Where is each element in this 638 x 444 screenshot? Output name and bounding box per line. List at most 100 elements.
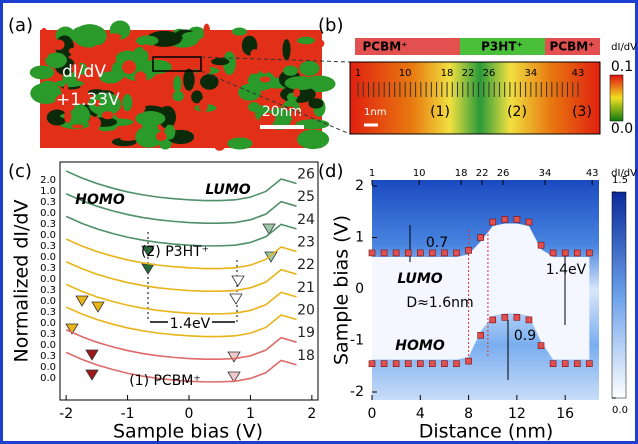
y-tick-label: 0.0 — [40, 208, 56, 219]
texture — [54, 79, 84, 88]
texture — [284, 76, 317, 91]
texture — [63, 109, 72, 123]
point — [549, 249, 557, 257]
colorbar-tick-label: 0.0 — [612, 405, 628, 416]
y-tick-label: 0.0 — [40, 362, 56, 373]
segment — [545, 38, 600, 55]
point — [586, 249, 593, 257]
point — [368, 249, 376, 257]
texture — [68, 47, 78, 55]
segment-label: P3HT⁺ — [481, 40, 523, 54]
x-tick-label: 8 — [464, 406, 473, 422]
texture — [52, 39, 65, 51]
region-label: (1) — [430, 104, 450, 120]
texture — [200, 74, 219, 90]
texture — [251, 68, 260, 75]
y-tick-label: 0.0 — [40, 296, 56, 307]
markers — [65, 223, 278, 383]
texture — [135, 35, 159, 46]
texture — [223, 51, 236, 76]
series-label: 26 — [297, 167, 315, 183]
point — [416, 249, 424, 257]
series-label: 20 — [297, 303, 315, 319]
texture — [135, 126, 163, 148]
texture — [227, 137, 253, 150]
segment-label: PCBM⁺ — [362, 40, 407, 54]
index-label: 26 — [483, 68, 496, 79]
point — [561, 249, 569, 257]
texture — [293, 88, 301, 98]
texture — [299, 60, 320, 76]
texture — [198, 99, 208, 113]
panel-label: (a) — [8, 15, 33, 36]
texture — [41, 44, 49, 59]
y-tick-label: 1 — [355, 230, 364, 246]
texture — [213, 137, 226, 151]
curve — [65, 329, 297, 360]
zoom-box — [152, 56, 202, 72]
scale-label: 20nm — [262, 104, 302, 120]
point — [477, 234, 484, 241]
texture — [192, 122, 203, 130]
annotation: 1.4eV — [170, 316, 211, 332]
texture — [113, 85, 122, 91]
texture — [191, 90, 203, 104]
y-tick-label: 0 — [355, 281, 364, 297]
point — [416, 360, 424, 367]
texture — [259, 76, 271, 83]
curve — [65, 193, 297, 224]
index-label: 34 — [524, 68, 537, 79]
texture — [164, 124, 176, 140]
annotation: LUMO — [205, 182, 250, 198]
panel-label: (c) — [8, 161, 32, 182]
texture — [71, 124, 84, 129]
x2-tick-label: 22 — [476, 168, 489, 179]
texture — [40, 27, 48, 38]
x-tick-label: 4 — [416, 406, 425, 422]
panel-label: (b) — [318, 15, 343, 36]
point — [465, 247, 472, 254]
colorbar-title: dI/dV — [611, 42, 637, 53]
point — [392, 249, 400, 257]
series-label: 19 — [297, 325, 315, 341]
curve — [65, 215, 297, 247]
point — [465, 357, 472, 365]
zoom-line — [200, 70, 351, 135]
annotation: (2) P3HT⁺ — [141, 244, 209, 260]
texture — [134, 71, 147, 85]
texture — [71, 62, 82, 75]
texture — [297, 36, 315, 45]
point — [489, 218, 497, 226]
x2-tick-label: 26 — [497, 168, 510, 179]
annotation: 0.9 — [514, 328, 536, 344]
x2-tick-label: 10 — [413, 168, 426, 179]
texture — [227, 41, 243, 51]
series-label: 23 — [297, 235, 315, 251]
y-axis-label: Normalized dI/dV — [11, 200, 33, 363]
x-tick-label: 16 — [556, 406, 574, 422]
x-tick-label: 0 — [368, 406, 377, 422]
region-label: (2) — [507, 104, 527, 120]
texture — [224, 135, 230, 142]
annotation: D≈1.6nm — [406, 295, 473, 311]
texture — [158, 105, 177, 129]
segment — [355, 38, 460, 55]
x2-tick-label: 34 — [539, 168, 552, 179]
x-axis-label: Distance (nm) — [419, 421, 554, 443]
point — [429, 360, 436, 367]
series-label: LUMO — [397, 271, 442, 287]
y-tick-label: 0.0 — [40, 252, 56, 263]
texture — [107, 33, 122, 41]
annotation: HOMO — [75, 192, 125, 208]
texture — [314, 39, 325, 48]
texture — [259, 114, 273, 126]
index-label: 43 — [572, 68, 585, 79]
texture — [122, 93, 133, 112]
x-tick-label: 12 — [508, 406, 526, 422]
point — [513, 314, 521, 321]
texture — [134, 101, 146, 114]
point — [477, 332, 484, 339]
texture — [82, 47, 93, 57]
